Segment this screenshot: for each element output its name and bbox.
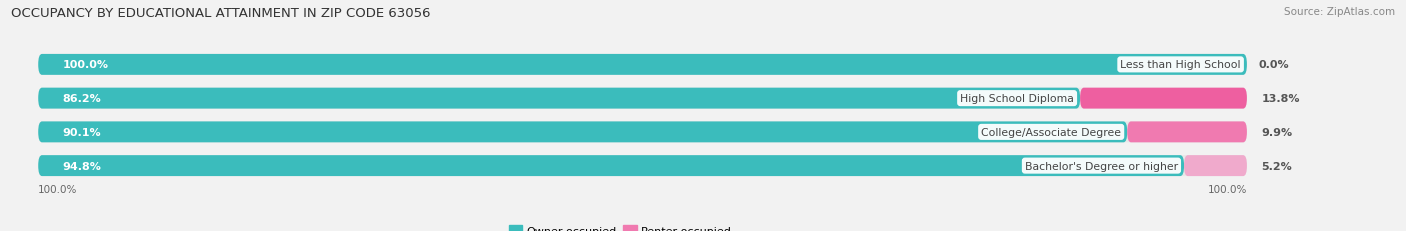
Text: 9.9%: 9.9% xyxy=(1261,127,1292,137)
Text: High School Diploma: High School Diploma xyxy=(960,94,1074,104)
Text: OCCUPANCY BY EDUCATIONAL ATTAINMENT IN ZIP CODE 63056: OCCUPANCY BY EDUCATIONAL ATTAINMENT IN Z… xyxy=(11,7,430,20)
FancyBboxPatch shape xyxy=(38,122,1128,143)
FancyBboxPatch shape xyxy=(1128,122,1247,143)
Text: 5.2%: 5.2% xyxy=(1261,161,1292,171)
Text: College/Associate Degree: College/Associate Degree xyxy=(981,127,1121,137)
Text: Less than High School: Less than High School xyxy=(1121,60,1241,70)
Text: 100.0%: 100.0% xyxy=(62,60,108,70)
FancyBboxPatch shape xyxy=(38,55,1247,76)
FancyBboxPatch shape xyxy=(38,55,1247,76)
FancyBboxPatch shape xyxy=(38,155,1247,176)
Legend: Owner-occupied, Renter-occupied: Owner-occupied, Renter-occupied xyxy=(505,221,737,231)
Text: 100.0%: 100.0% xyxy=(1208,184,1247,194)
Text: Bachelor's Degree or higher: Bachelor's Degree or higher xyxy=(1025,161,1178,171)
FancyBboxPatch shape xyxy=(38,88,1247,109)
FancyBboxPatch shape xyxy=(38,155,1184,176)
Text: 94.8%: 94.8% xyxy=(62,161,101,171)
FancyBboxPatch shape xyxy=(1080,88,1247,109)
Text: 90.1%: 90.1% xyxy=(62,127,101,137)
FancyBboxPatch shape xyxy=(38,88,1080,109)
Text: 0.0%: 0.0% xyxy=(1258,60,1289,70)
Text: Source: ZipAtlas.com: Source: ZipAtlas.com xyxy=(1284,7,1395,17)
Text: 13.8%: 13.8% xyxy=(1261,94,1301,104)
FancyBboxPatch shape xyxy=(1184,155,1247,176)
Text: 100.0%: 100.0% xyxy=(38,184,77,194)
FancyBboxPatch shape xyxy=(38,122,1247,143)
Text: 86.2%: 86.2% xyxy=(62,94,101,104)
